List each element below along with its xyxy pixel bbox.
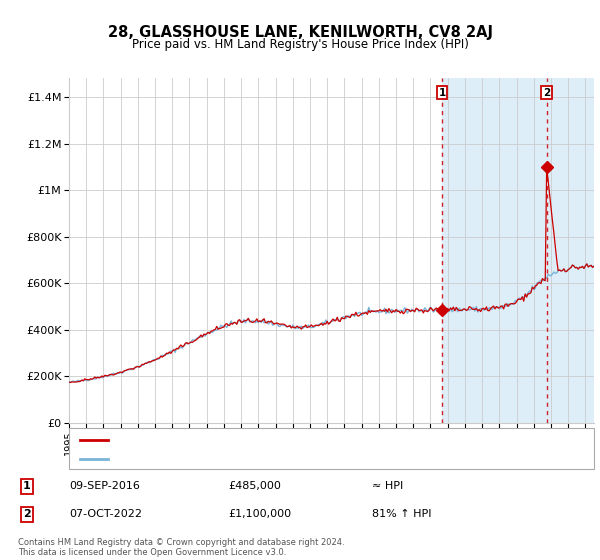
- Text: 1: 1: [23, 481, 31, 491]
- Bar: [442, 78, 600, 423]
- Text: 07-OCT-2022: 07-OCT-2022: [69, 509, 142, 519]
- Text: 28, GLASSHOUSE LANE, KENILWORTH, CV8 2AJ (detached house): 28, GLASSHOUSE LANE, KENILWORTH, CV8 2AJ…: [113, 435, 452, 445]
- Text: 28, GLASSHOUSE LANE, KENILWORTH, CV8 2AJ: 28, GLASSHOUSE LANE, KENILWORTH, CV8 2AJ: [107, 25, 493, 40]
- FancyBboxPatch shape: [69, 428, 594, 469]
- Text: 1: 1: [439, 88, 446, 97]
- Text: £1,100,000: £1,100,000: [228, 509, 291, 519]
- Text: £485,000: £485,000: [228, 481, 281, 491]
- Text: 2: 2: [23, 509, 31, 519]
- Text: ≈ HPI: ≈ HPI: [372, 481, 403, 491]
- Text: 81% ↑ HPI: 81% ↑ HPI: [372, 509, 431, 519]
- Text: HPI: Average price, detached house, Warwick: HPI: Average price, detached house, Warw…: [113, 454, 350, 464]
- Text: Price paid vs. HM Land Registry's House Price Index (HPI): Price paid vs. HM Land Registry's House …: [131, 38, 469, 52]
- Text: 09-SEP-2016: 09-SEP-2016: [69, 481, 140, 491]
- Text: Contains HM Land Registry data © Crown copyright and database right 2024.
This d: Contains HM Land Registry data © Crown c…: [18, 538, 344, 557]
- Text: 2: 2: [543, 88, 550, 97]
